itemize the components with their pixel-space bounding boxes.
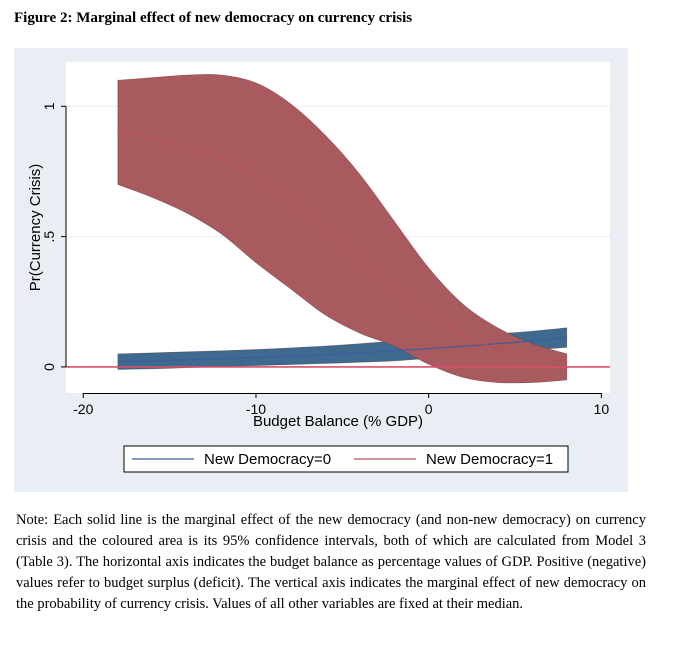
legend-label-new-democracy-1: New Democracy=1 [426,451,553,468]
series-line-new-democracy-1 [117,131,567,363]
marginal-effect-chart: 0 .5 1 -20 -10 0 10 Budget Balance (% GDP) Pr(Cu… [27,62,610,473]
legend: New Democracy=0 New Democracy=1 [123,445,569,473]
legend-box [123,445,569,473]
y-tick-label-2: 1 [41,102,57,110]
x-tick-label-2: 0 [425,401,433,417]
y-tick-label-1: .5 [41,231,57,243]
series-line-new-democracy-0 [117,337,567,363]
x-axis-title: Budget Balance (% GDP) [253,413,423,430]
x-tick-label-3: 10 [594,401,610,417]
y-axis-title: Pr(Currency Crisis) [27,164,44,292]
figure-title: Figure 2: Marginal effect of new democra… [14,10,413,26]
y-tick-label-0: 0 [41,363,57,371]
ci-band-new-democracy-1 [117,74,568,384]
figure-note: Note: Each solid line is the marginal ef… [16,512,646,612]
x-tick-label-1: -10 [246,401,266,417]
chart-panel: 0 .5 1 -20 -10 0 10 Budget Balance (% GDP) Pr(Cu… [14,48,628,492]
x-tick-label-0: -20 [73,401,93,417]
legend-label-new-democracy-0: New Democracy=0 [204,451,331,468]
